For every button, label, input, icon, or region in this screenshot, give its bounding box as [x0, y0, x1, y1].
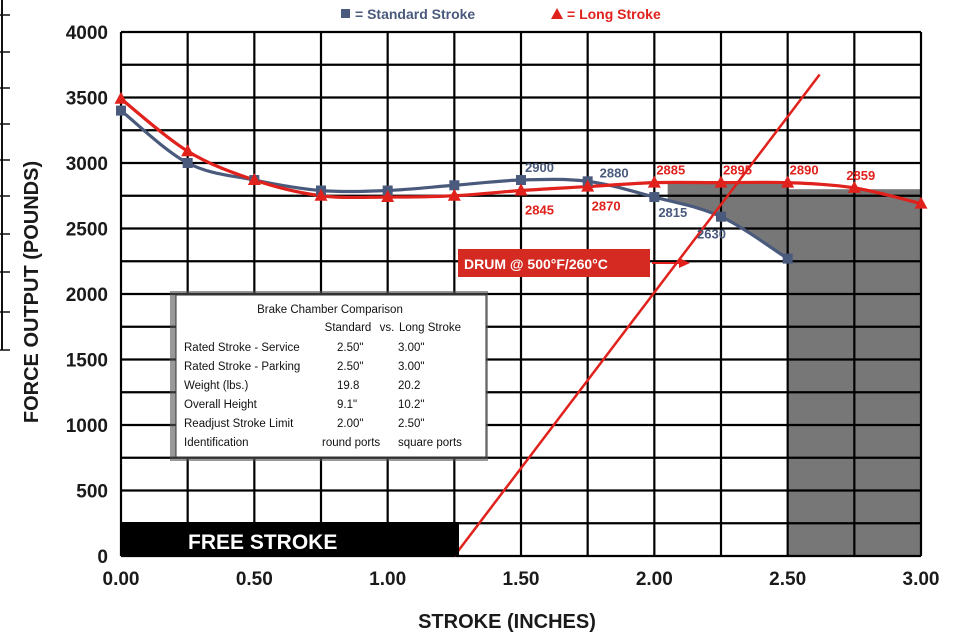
standard-stroke-marker	[716, 211, 726, 222]
standard-data-label: 2880	[600, 165, 629, 180]
y-axis-title: FORCE OUTPUT (POUNDS)	[21, 161, 43, 423]
drum-reference-line	[453, 73, 821, 557]
table-row-label: Weight (lbs.)	[184, 380, 249, 392]
long-data-label: 2859	[846, 168, 875, 183]
comparison-table: Brake Chamber Comparison Standard vs. Lo…	[170, 291, 488, 461]
long-stroke-marker	[181, 144, 195, 157]
long-stroke-marker	[447, 188, 461, 201]
table-row-label: Rated Stroke - Parking	[184, 361, 300, 373]
drum-label: DRUM @ 500°F/260°C	[458, 249, 690, 277]
standard-stroke-marker	[182, 158, 193, 168]
legend-long-label: = Long Stroke	[567, 6, 661, 22]
shaded-wedge	[667, 182, 788, 259]
long-stroke-marker	[247, 173, 261, 186]
standard-data-label: 2815	[658, 205, 687, 220]
long-data-label: 2895	[723, 163, 752, 178]
table-row-long: 10.2"	[398, 399, 424, 411]
table-header-standard: Standard	[325, 322, 372, 334]
table-row-standard: 2.50"	[337, 361, 363, 373]
y-tick-label: 0	[97, 547, 108, 568]
x-tick-label: 0.50	[236, 569, 273, 590]
tick-label-layer: 0.00 0.50 1.00 1.50 2.00 2.50 3.00 0 500 1000 1500…	[66, 23, 940, 590]
x-tick-label: 2.00	[636, 569, 673, 590]
table-row-label: Identification	[184, 437, 249, 449]
table-row-long: 20.2	[398, 380, 420, 392]
x-axis-title: STROKE (INCHES)	[418, 611, 596, 633]
data-label-layer: 2900 2880 2815 2630 2845 2870 2885 2895 2890 2859	[525, 160, 875, 242]
table-row-label: Rated Stroke - Service	[184, 342, 300, 354]
table-row-long: square ports	[398, 437, 462, 449]
standard-stroke-marker	[782, 253, 793, 264]
x-tick-label: 1.50	[503, 569, 540, 590]
marker-layer	[114, 91, 928, 264]
standard-data-label: 2900	[525, 160, 554, 175]
y-tick-label: 3500	[66, 89, 108, 110]
free-stroke-banner: FREE STROKE	[121, 522, 459, 556]
legend-square-marker	[341, 9, 350, 18]
table-row-standard: 2.50"	[337, 342, 363, 354]
long-stroke-marker	[847, 180, 861, 193]
y-tick-label: 1500	[66, 351, 108, 372]
y-tick-label: 1000	[66, 416, 108, 437]
y-tick-label: 2500	[66, 220, 108, 241]
free-stroke-label: FREE STROKE	[188, 531, 337, 554]
drum-label-text: DRUM @ 500°F/260°C	[464, 256, 608, 272]
long-stroke-marker	[914, 196, 928, 209]
standard-stroke-marker	[449, 180, 460, 191]
table-row-standard: 2.00"	[337, 418, 363, 430]
y-tick-label: 4000	[66, 23, 108, 44]
long-data-label: 2845	[525, 203, 554, 218]
long-data-label: 2890	[790, 163, 819, 178]
y-tick-label: 500	[76, 482, 108, 503]
long-stroke-marker	[114, 91, 128, 104]
long-stroke-marker	[381, 190, 395, 203]
y-tick-label: 3000	[66, 154, 108, 175]
long-stroke-marker	[714, 175, 728, 188]
legend-standard-label: = Standard Stroke	[355, 6, 475, 22]
table-row-standard: round ports	[322, 437, 380, 449]
legend: = Standard Stroke = Long Stroke	[341, 6, 661, 22]
y-tick-label: 2000	[66, 285, 108, 306]
legend-triangle-marker	[551, 8, 563, 19]
long-data-label: 2870	[592, 199, 621, 214]
standard-stroke-marker	[516, 175, 526, 186]
long-stroke-marker	[314, 188, 328, 201]
table-row-long: 3.00"	[398, 361, 424, 373]
standard-stroke-marker	[116, 105, 126, 116]
table-header-vs: vs.	[380, 322, 395, 334]
long-data-label: 2885	[656, 163, 685, 178]
table-header-long: Long Stroke	[399, 322, 461, 334]
table-row-standard: 19.8	[337, 380, 359, 392]
left-edge-fragment	[0, 0, 10, 351]
x-tick-label: 0.00	[103, 569, 140, 590]
x-tick-label: 1.00	[369, 569, 406, 590]
x-tick-label: 3.00	[903, 569, 940, 590]
standard-stroke-marker	[649, 192, 660, 203]
long-stroke-marker	[514, 183, 528, 196]
table-row-label: Overall Height	[184, 399, 258, 411]
reference-line-layer	[453, 73, 821, 557]
standard-data-label: 2630	[697, 227, 726, 242]
table-title: Brake Chamber Comparison	[257, 304, 403, 316]
long-stroke-marker	[647, 175, 661, 188]
x-tick-label: 2.50	[769, 569, 806, 590]
long-stroke-marker	[781, 175, 795, 188]
table-row-long: 2.50"	[398, 418, 424, 430]
long-stroke-marker	[581, 179, 595, 192]
table-row-standard: 9.1"	[337, 399, 357, 411]
table-row-long: 3.00"	[398, 342, 424, 354]
table-row-label: Readjust Stroke Limit	[184, 418, 294, 430]
